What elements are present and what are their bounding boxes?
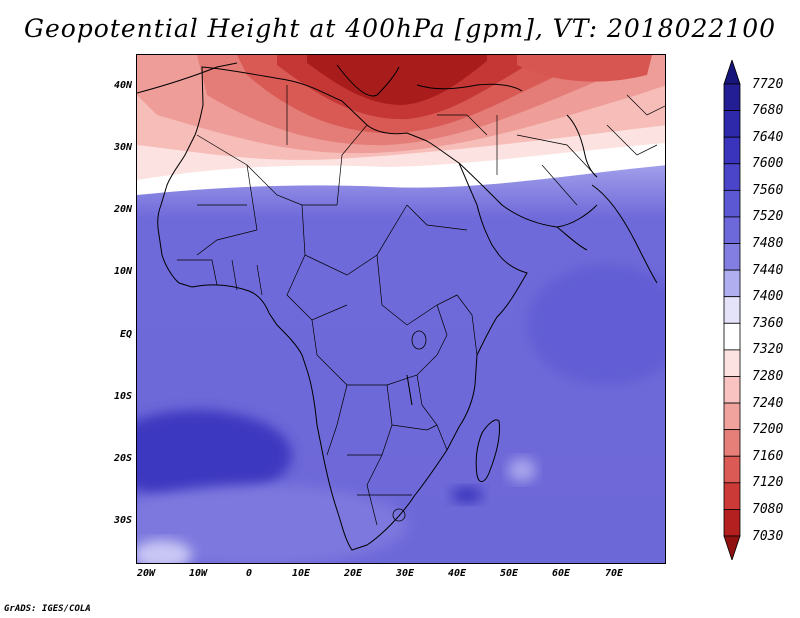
colorbar-swatch	[723, 269, 741, 298]
contour-band-east-high	[517, 55, 652, 82]
colorbar-swatch	[723, 376, 741, 404]
colorbar-level-label: 7360	[752, 315, 784, 331]
lon-label-70e: 70E	[604, 568, 624, 579]
colorbar-level-label: 7520	[752, 209, 784, 225]
country-borders	[177, 85, 665, 526]
lat-label-eq: EQ	[119, 329, 132, 340]
lat-label-10s: 10S	[113, 391, 132, 402]
contour-blob-madagascar	[451, 487, 483, 503]
lon-label-20e: 20E	[343, 568, 363, 579]
colorbar-level-label: 7480	[752, 236, 784, 252]
colorbar-swatch	[723, 402, 741, 431]
contour-blob-indian-ocean	[508, 458, 536, 482]
lon-label-10w: 10W	[188, 568, 208, 579]
turkey-coastline	[416, 83, 523, 92]
colorbar-bottom-triangle	[723, 535, 741, 560]
colorbar-swatch	[723, 83, 741, 111]
lon-label-60e: 60E	[551, 568, 571, 579]
colorbar-swatch	[723, 509, 741, 537]
contour-blob-east	[527, 265, 665, 385]
gulf-coastline	[556, 226, 588, 251]
contour-low-south-atlantic	[137, 410, 292, 500]
colorbar-level-label: 7030	[752, 528, 784, 544]
colorbar-top-triangle	[723, 60, 741, 85]
colorbar-level-label: 7280	[752, 368, 784, 384]
colorbar-level-label: 7560	[752, 182, 784, 198]
madagascar-coastline	[475, 419, 500, 482]
lat-label-40n: 40N	[113, 80, 132, 91]
colorbar-level-label: 7440	[752, 262, 784, 278]
colorbar-level-label: 7120	[752, 475, 784, 491]
colorbar-level-label: 7160	[752, 448, 784, 464]
lat-label-30s: 30S	[113, 515, 132, 526]
coastlines	[137, 62, 658, 551]
lon-label-50e: 50E	[499, 568, 519, 579]
lat-label-10n: 10N	[113, 266, 132, 277]
italy-coastline	[336, 64, 400, 97]
map-panel	[136, 54, 666, 564]
contour-south-band	[137, 485, 407, 563]
colorbar-level-label: 7640	[752, 129, 784, 145]
lon-label-0: 0	[245, 568, 253, 579]
lon-label-40e: 40E	[447, 568, 467, 579]
colorbar-level-label: 7200	[752, 422, 784, 438]
colorbar-swatch	[723, 216, 741, 244]
lon-label-30e: 30E	[395, 568, 415, 579]
lakes	[392, 330, 427, 522]
colorbar-swatch	[723, 349, 741, 377]
contour-band-7080	[307, 55, 487, 105]
colorbar-swatch	[723, 322, 741, 351]
lon-label-10e: 10E	[291, 568, 311, 579]
lon-label-20w: 20W	[136, 568, 156, 579]
colorbar-swatch	[723, 243, 741, 271]
colorbar-swatch	[723, 429, 741, 457]
colorbar-swatch	[723, 482, 741, 510]
colorbar-swatch	[723, 163, 741, 191]
lat-label-20s: 20S	[113, 453, 132, 464]
india-coastline	[591, 184, 658, 284]
colorbar-level-label: 7080	[752, 501, 784, 517]
colorbar-level-label: 7320	[752, 342, 784, 358]
lat-label-20n: 20N	[113, 204, 132, 215]
arabia-coastline	[458, 162, 598, 228]
colorbar-level-label: 7240	[752, 395, 784, 411]
africa-coastline	[157, 66, 528, 551]
grads-credit: GrADS: IGES/COLA	[4, 604, 91, 614]
lat-label-30n: 30N	[113, 142, 132, 153]
colorbar-level-label: 7400	[752, 289, 784, 305]
colorbar-level-label: 7600	[752, 156, 784, 172]
colorbar-swatch	[723, 455, 741, 484]
colorbar-level-label: 7680	[752, 103, 784, 119]
contour-blob-southwest	[137, 540, 192, 563]
colorbar-swatch	[723, 110, 741, 138]
colorbar-level-label: 7720	[752, 76, 784, 92]
colorbar-swatch	[723, 136, 741, 165]
colorbar	[723, 60, 741, 560]
map-title: Geopotential Height at 400hPa [gpm], VT:…	[23, 14, 777, 43]
colorbar-swatch	[723, 189, 741, 218]
colorbar-swatch	[723, 296, 741, 324]
geopotential-map	[137, 55, 665, 563]
iberia-coastline	[137, 62, 238, 94]
